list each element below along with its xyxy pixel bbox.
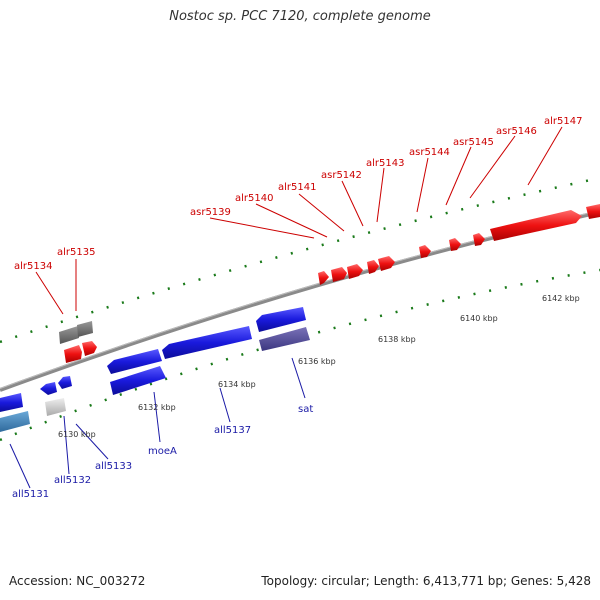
gene-arrow[interactable]: [77, 321, 93, 337]
gene-label[interactable]: alr5140: [235, 193, 273, 204]
gene-arrow[interactable]: [419, 245, 431, 258]
scale-tick-label: 6142 kbp: [542, 294, 580, 303]
scale-tick-label: 6136 kbp: [298, 357, 336, 366]
map-title: Nostoc sp. PCC 7120, complete genome: [169, 9, 431, 24]
gene-arrow[interactable]: [45, 398, 66, 416]
gene-arrow[interactable]: [367, 260, 379, 274]
gene-arrow[interactable]: [82, 341, 97, 356]
gene-arrow[interactable]: [449, 238, 461, 251]
gene-arrow[interactable]: [586, 204, 600, 219]
gene-arrow[interactable]: [59, 326, 79, 344]
gene-arrow[interactable]: [162, 326, 252, 359]
scale-tick-label: 6140 kbp: [460, 314, 498, 323]
gene-label[interactable]: all5137: [214, 425, 251, 436]
scale-tick-label: 6134 kbp: [218, 380, 256, 389]
gene-arrow[interactable]: [0, 393, 23, 412]
gene-label[interactable]: asr5142: [321, 170, 362, 181]
reverse-gene-group: [0, 307, 310, 432]
gene-arrow[interactable]: [378, 256, 395, 271]
gene-label[interactable]: alr5143: [366, 158, 404, 169]
gene-label[interactable]: all5132: [54, 475, 91, 486]
gene-label[interactable]: alr5141: [278, 182, 316, 193]
reverse-gene-labels: all5131 all5132 all5133 moeA all5137 sat: [9, 357, 313, 500]
gene-arrow[interactable]: [318, 271, 329, 285]
gene-arrow[interactable]: [110, 366, 166, 395]
gene-label[interactable]: moeA: [148, 446, 177, 457]
genome-summary: Topology: circular; Length: 6,413,771 bp…: [261, 574, 591, 588]
gene-arrow[interactable]: [58, 376, 72, 389]
gene-arrow[interactable]: [490, 210, 582, 241]
gene-label[interactable]: sat: [298, 404, 313, 415]
gene-label[interactable]: alr5135: [57, 247, 95, 258]
gene-label[interactable]: alr5147: [544, 116, 582, 127]
forward-gene-labels: alr5134 alr5135 asr5139 alr5140 alr5141 …: [14, 116, 582, 315]
accession-label: Accession: NC_003272: [9, 574, 146, 588]
gene-label[interactable]: asr5146: [496, 126, 537, 137]
forward-gene-group: [59, 204, 600, 363]
gene-arrow[interactable]: [473, 233, 485, 246]
gene-arrow[interactable]: [107, 349, 162, 374]
gene-arrow[interactable]: [256, 307, 306, 332]
gene-label[interactable]: all5133: [95, 461, 132, 472]
gene-label[interactable]: asr5139: [190, 207, 231, 218]
scale-tick-label: 6132 kbp: [138, 403, 176, 412]
gene-arrow[interactable]: [347, 264, 363, 279]
gene-label[interactable]: alr5134: [14, 261, 52, 272]
scale-tick-label: 6130 kbp: [58, 430, 96, 439]
gene-label[interactable]: all5131: [12, 489, 49, 500]
gene-arrow[interactable]: [0, 411, 30, 432]
gene-arrow[interactable]: [40, 382, 57, 395]
gene-arrow[interactable]: [331, 267, 347, 282]
scale-labels: 6130 kbp 6132 kbp 6134 kbp 6136 kbp 6138…: [58, 294, 580, 439]
gene-arrow[interactable]: [259, 327, 310, 351]
gene-label[interactable]: asr5145: [453, 137, 494, 148]
scale-tick-label: 6138 kbp: [378, 335, 416, 344]
gene-label[interactable]: asr5144: [409, 147, 450, 158]
gene-arrow[interactable]: [64, 345, 82, 363]
